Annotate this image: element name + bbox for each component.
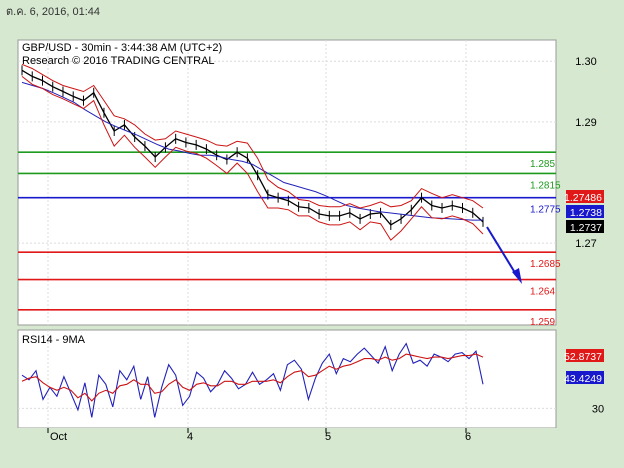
forecast-arrow [486, 226, 522, 284]
y-tick-label: 1.27 [575, 238, 596, 250]
rsi-series-line [21, 353, 484, 402]
price-series-line [21, 81, 483, 221]
rsi-chart-title: RSI14 - 9MA [22, 334, 86, 346]
value-tag-label: 1.27486 [564, 192, 602, 204]
value-tag-box [566, 371, 604, 384]
value-tag-box [566, 220, 604, 233]
x-tick-label: 5 [325, 431, 331, 443]
level-label: 1.259 [530, 317, 555, 328]
main-chart-subtitle: Research © 2016 TRADING CENTRAL [22, 55, 215, 67]
y-tick-label: 1.30 [575, 56, 596, 68]
timestamp: ต.ค. 6, 2016, 01:44 [6, 6, 101, 18]
rsi-series-line [21, 342, 484, 418]
value-tag-box [566, 190, 604, 203]
level-label: 1.285 [530, 159, 555, 170]
price-series-line [21, 63, 484, 209]
x-tick-label: 4 [187, 431, 193, 443]
x-tick-label: Oct [50, 431, 67, 443]
value-tag-box [566, 349, 604, 362]
value-tag-label: 43.4249 [564, 373, 602, 385]
level-label: 1.2685 [530, 259, 561, 270]
main-chart-title: GBP/USD - 30min - 3:44:38 AM (UTC+2) [22, 42, 222, 54]
price-series-line [21, 76, 484, 241]
value-tag-label: 1.2737 [570, 222, 602, 234]
level-label: 1.264 [530, 287, 555, 298]
main-plot-area [17, 39, 557, 326]
x-axis-strip [0, 428, 624, 468]
value-tag-box [566, 205, 604, 218]
value-tag-label: 52.8737 [564, 351, 602, 363]
value-tag-label: 1.2738 [570, 207, 602, 219]
level-label: 1.2775 [530, 205, 561, 216]
y-tick-label: 30 [592, 403, 604, 415]
x-tick-label: 6 [465, 431, 471, 443]
y-tick-label: 1.29 [575, 117, 596, 129]
level-label: 1.2815 [530, 180, 561, 191]
